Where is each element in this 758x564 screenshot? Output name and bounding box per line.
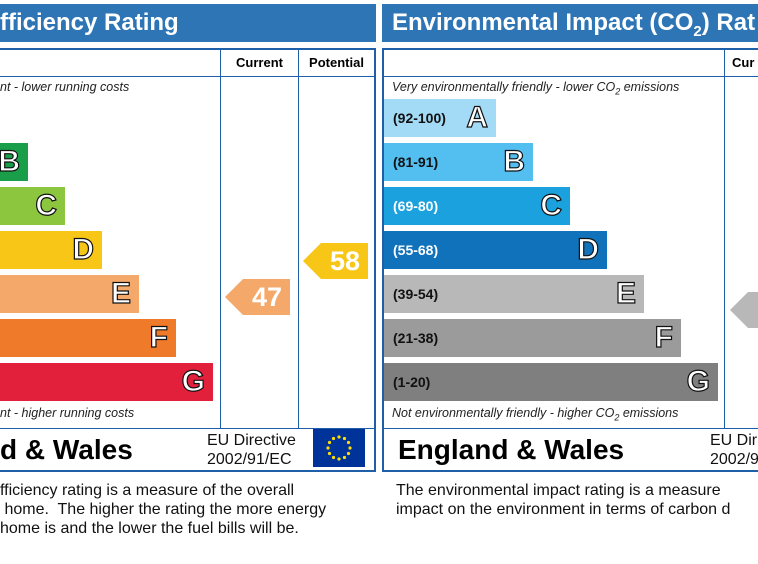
energy-title: fficiency Rating bbox=[0, 9, 179, 36]
env-bottom-caption-suffix: emissions bbox=[619, 406, 679, 420]
env-bottom-caption: Not environmentally friendly - higher CO… bbox=[392, 406, 678, 423]
energy-bottom-caption: nt - higher running costs bbox=[0, 406, 135, 420]
env-band-letter: E bbox=[615, 276, 636, 310]
env-band-letter: B bbox=[503, 144, 526, 178]
env-current-col-line bbox=[724, 49, 725, 428]
env-band-range: (39-54) bbox=[393, 286, 439, 302]
env-header-divider bbox=[382, 76, 758, 77]
energy-band-letter: G bbox=[181, 364, 206, 398]
energy-band-g: G bbox=[0, 363, 213, 401]
energy-current-value: 47 bbox=[251, 282, 282, 312]
energy-band-e: E bbox=[0, 275, 139, 313]
env-band-range: (69-80) bbox=[393, 198, 439, 214]
energy-title-bar: fficiency Rating bbox=[0, 4, 376, 42]
env-description: The environmental impact rating is a mea… bbox=[396, 481, 730, 519]
energy-potential-value: 58 bbox=[329, 246, 360, 276]
energy-current-col-line bbox=[220, 49, 221, 428]
energy-band-f: F bbox=[0, 319, 176, 357]
env-band-d: (55-68) D bbox=[384, 231, 607, 269]
energy-directive-line1: EU Directive bbox=[207, 432, 296, 449]
env-bottom-caption-sub: 2 bbox=[614, 412, 620, 423]
env-col-current: Cur bbox=[732, 55, 755, 70]
env-band-b: (81-91) B bbox=[384, 143, 533, 181]
energy-band-letter: B bbox=[0, 144, 21, 178]
energy-chart-frame bbox=[0, 48, 376, 472]
energy-description: fficiency rating is a measure of the ove… bbox=[0, 481, 326, 538]
env-band-letter: D bbox=[577, 232, 600, 266]
env-top-caption-suffix: emissions bbox=[620, 80, 680, 94]
energy-band-letter: E bbox=[110, 276, 131, 310]
env-chart-frame bbox=[382, 48, 758, 472]
energy-col-potential: Potential bbox=[309, 55, 364, 70]
env-band-range: (1-20) bbox=[393, 374, 431, 390]
energy-col-current: Current bbox=[236, 55, 283, 70]
energy-potential-col-line bbox=[298, 49, 299, 428]
energy-directive: EU Directive 2002/91/EC bbox=[207, 431, 296, 469]
energy-header-divider bbox=[0, 76, 376, 77]
env-title-suffix: ) Rat bbox=[701, 9, 756, 36]
env-band-f: (21-38) F bbox=[384, 319, 681, 357]
env-band-e: (39-54) E bbox=[384, 275, 644, 313]
env-title-bar: Environmental Impact (CO2) Rat bbox=[382, 4, 758, 42]
env-top-caption-prefix: Very environmentally friendly - lower CO bbox=[392, 80, 616, 94]
env-band-range: (55-68) bbox=[393, 242, 439, 258]
env-band-range: (92-100) bbox=[393, 110, 446, 126]
env-band-g: (1-20) G bbox=[384, 363, 718, 401]
energy-top-caption: nt - lower running costs bbox=[0, 80, 130, 94]
env-band-range: (21-38) bbox=[393, 330, 439, 346]
env-bottom-caption-prefix: Not environmentally friendly - higher CO bbox=[392, 406, 615, 420]
energy-desc-line3: home is and the lower the fuel bills wil… bbox=[0, 520, 299, 537]
env-band-letter: F bbox=[654, 320, 674, 354]
env-desc-line1: The environmental impact rating is a mea… bbox=[396, 482, 721, 499]
energy-band-letter: F bbox=[149, 320, 169, 354]
energy-country: d & Wales bbox=[0, 434, 133, 465]
env-title-sub: 2 bbox=[693, 22, 702, 40]
energy-efficiency-panel: fficiency Rating Current Potential nt - … bbox=[0, 0, 378, 564]
energy-desc-line2: home. The higher the rating the more ene… bbox=[0, 501, 327, 518]
env-country: England & Wales bbox=[398, 434, 625, 465]
energy-band-letter: D bbox=[72, 232, 95, 266]
env-top-caption-sub: 2 bbox=[615, 86, 621, 97]
env-directive: EU Dir 2002/9 bbox=[710, 431, 758, 469]
env-band-range: (81-91) bbox=[393, 154, 439, 170]
env-directive-line2: 2002/9 bbox=[710, 451, 758, 468]
env-title-prefix: Environmental Impact (CO bbox=[392, 9, 694, 36]
environmental-impact-panel: Environmental Impact (CO2) Rat Cur Very … bbox=[382, 0, 758, 564]
energy-band-d: D bbox=[0, 231, 102, 269]
energy-directive-line2: 2002/91/EC bbox=[207, 451, 292, 468]
env-top-caption: Very environmentally friendly - lower CO… bbox=[392, 80, 679, 97]
env-band-a: (92-100) A bbox=[384, 99, 496, 137]
env-footer-divider bbox=[382, 428, 758, 429]
env-band-letter: G bbox=[686, 364, 711, 398]
energy-band-b: B bbox=[0, 143, 28, 181]
energy-footer-divider bbox=[0, 428, 376, 429]
energy-desc-line1: fficiency rating is a measure of the ove… bbox=[0, 482, 295, 499]
env-desc-line2: impact on the environment in terms of ca… bbox=[396, 501, 731, 518]
env-band-letter: A bbox=[466, 100, 489, 134]
energy-band-c: C bbox=[0, 187, 65, 225]
energy-band-letter: C bbox=[35, 188, 58, 222]
env-band-c: (69-80) C bbox=[384, 187, 570, 225]
eu-flag-icon bbox=[313, 429, 365, 467]
env-directive-line1: EU Dir bbox=[710, 432, 758, 449]
env-band-letter: C bbox=[540, 188, 563, 222]
